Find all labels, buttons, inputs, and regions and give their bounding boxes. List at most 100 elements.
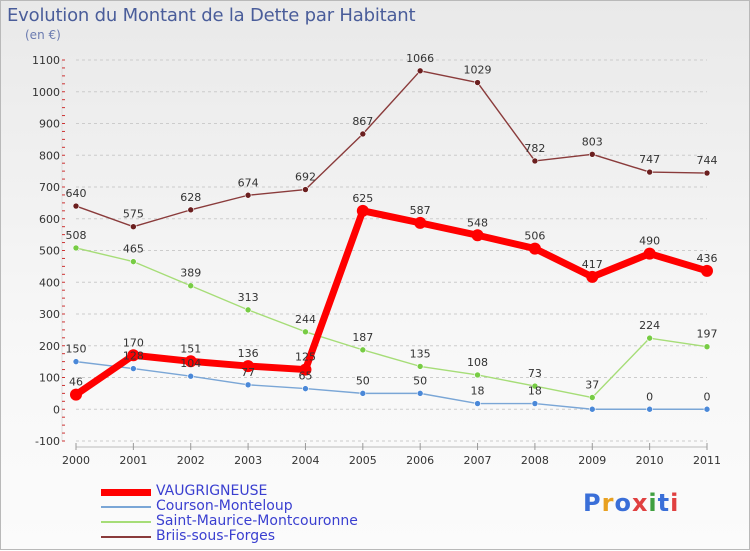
legend-label: Courson-Monteloup xyxy=(156,498,293,514)
y-tick-label: 1100 xyxy=(32,54,60,67)
data-label: 73 xyxy=(528,367,542,380)
data-point xyxy=(130,223,137,230)
y-tick-label: 500 xyxy=(39,245,60,258)
logo-letter: t xyxy=(657,489,671,517)
data-point xyxy=(586,270,599,283)
data-point xyxy=(588,405,596,413)
data-label: 548 xyxy=(467,216,488,229)
data-label: 640 xyxy=(66,187,87,200)
x-tick-label: 2007 xyxy=(464,454,492,467)
chart-subtitle: (en €) xyxy=(25,28,61,42)
y-tick-label: 400 xyxy=(39,276,60,289)
data-point xyxy=(416,363,424,370)
data-label: 128 xyxy=(123,350,144,363)
data-label: 18 xyxy=(528,385,542,398)
data-point xyxy=(127,349,140,362)
data-label: 77 xyxy=(241,366,255,379)
data-point xyxy=(356,204,369,217)
y-tick-label: 1000 xyxy=(32,86,60,99)
data-point xyxy=(416,390,424,397)
x-tick-label: 2011 xyxy=(693,454,721,467)
data-point xyxy=(359,346,367,354)
x-tick-label: 2001 xyxy=(119,454,147,467)
y-tick-label: 900 xyxy=(39,118,60,131)
data-label: 506 xyxy=(524,230,545,243)
data-label: 417 xyxy=(582,258,603,271)
data-label: 575 xyxy=(123,208,144,221)
data-label: 490 xyxy=(639,235,660,248)
data-label: 692 xyxy=(295,171,316,184)
y-tick-label: 300 xyxy=(39,308,60,321)
chart-title: Evolution du Montant de la Dette par Hab… xyxy=(7,5,416,26)
data-point xyxy=(244,191,252,199)
data-point xyxy=(646,168,653,176)
legend-swatch xyxy=(101,489,151,496)
data-point xyxy=(414,216,427,229)
data-label: 104 xyxy=(180,357,201,370)
y-tick-label: -100 xyxy=(35,435,60,448)
data-label: 587 xyxy=(410,204,431,217)
series-line xyxy=(72,207,711,399)
x-tick-label: 2008 xyxy=(521,454,549,467)
data-point xyxy=(187,372,195,380)
data-point xyxy=(474,371,481,379)
data-label: 197 xyxy=(697,328,718,341)
series-line xyxy=(75,360,708,410)
data-label: 50 xyxy=(356,374,370,387)
data-point xyxy=(244,381,252,389)
data-label: 436 xyxy=(697,252,718,265)
data-point xyxy=(72,358,80,365)
data-label: 150 xyxy=(66,343,87,356)
data-label: 867 xyxy=(352,115,373,128)
data-label: 313 xyxy=(238,291,259,304)
data-point xyxy=(130,258,137,265)
data-point xyxy=(531,157,539,165)
data-point xyxy=(242,360,255,373)
data-point xyxy=(72,244,80,252)
data-label: 803 xyxy=(582,135,603,148)
data-label: 37 xyxy=(585,379,599,392)
data-label: 187 xyxy=(352,331,373,344)
data-label: 136 xyxy=(238,347,259,360)
data-label: 224 xyxy=(639,319,660,332)
data-point xyxy=(474,400,481,407)
data-point xyxy=(471,229,484,242)
data-point xyxy=(187,282,195,290)
data-label: 46 xyxy=(69,376,83,389)
x-tick-label: 2000 xyxy=(62,454,90,467)
data-label: 135 xyxy=(410,347,431,360)
data-point xyxy=(70,388,82,401)
data-label: 782 xyxy=(524,142,545,155)
logo-letter: i xyxy=(648,489,658,517)
proxiti-logo: Proxiti xyxy=(583,489,679,517)
data-point xyxy=(244,306,252,314)
logo-letter: i xyxy=(670,489,680,517)
logo-letter: r xyxy=(601,489,615,517)
data-point xyxy=(302,328,309,336)
data-point xyxy=(588,394,596,401)
data-label: 1029 xyxy=(464,64,492,77)
legend-swatch xyxy=(101,506,151,508)
legend-label: VAUGRIGNEUSE xyxy=(156,483,268,499)
data-point xyxy=(646,405,653,413)
data-point xyxy=(302,385,309,392)
x-tick-label: 2004 xyxy=(291,454,319,467)
data-point xyxy=(703,405,711,413)
data-point xyxy=(643,247,656,260)
data-label: 389 xyxy=(180,267,201,280)
y-tick-label: 0 xyxy=(53,403,60,416)
data-label: 0 xyxy=(646,390,653,403)
data-label: 108 xyxy=(467,356,488,369)
data-label: 0 xyxy=(704,390,711,403)
data-label: 465 xyxy=(123,243,144,256)
legend-label: Saint-Maurice-Montcouronne xyxy=(156,513,358,529)
y-tick-label: 200 xyxy=(39,340,60,353)
data-label: 674 xyxy=(238,176,259,189)
y-tick-label: 700 xyxy=(39,181,60,194)
data-label: 747 xyxy=(639,153,660,166)
x-tick-label: 2005 xyxy=(349,454,377,467)
legend-label: Briis-sous-Forges xyxy=(156,528,275,544)
logo-letter: P xyxy=(583,489,602,517)
